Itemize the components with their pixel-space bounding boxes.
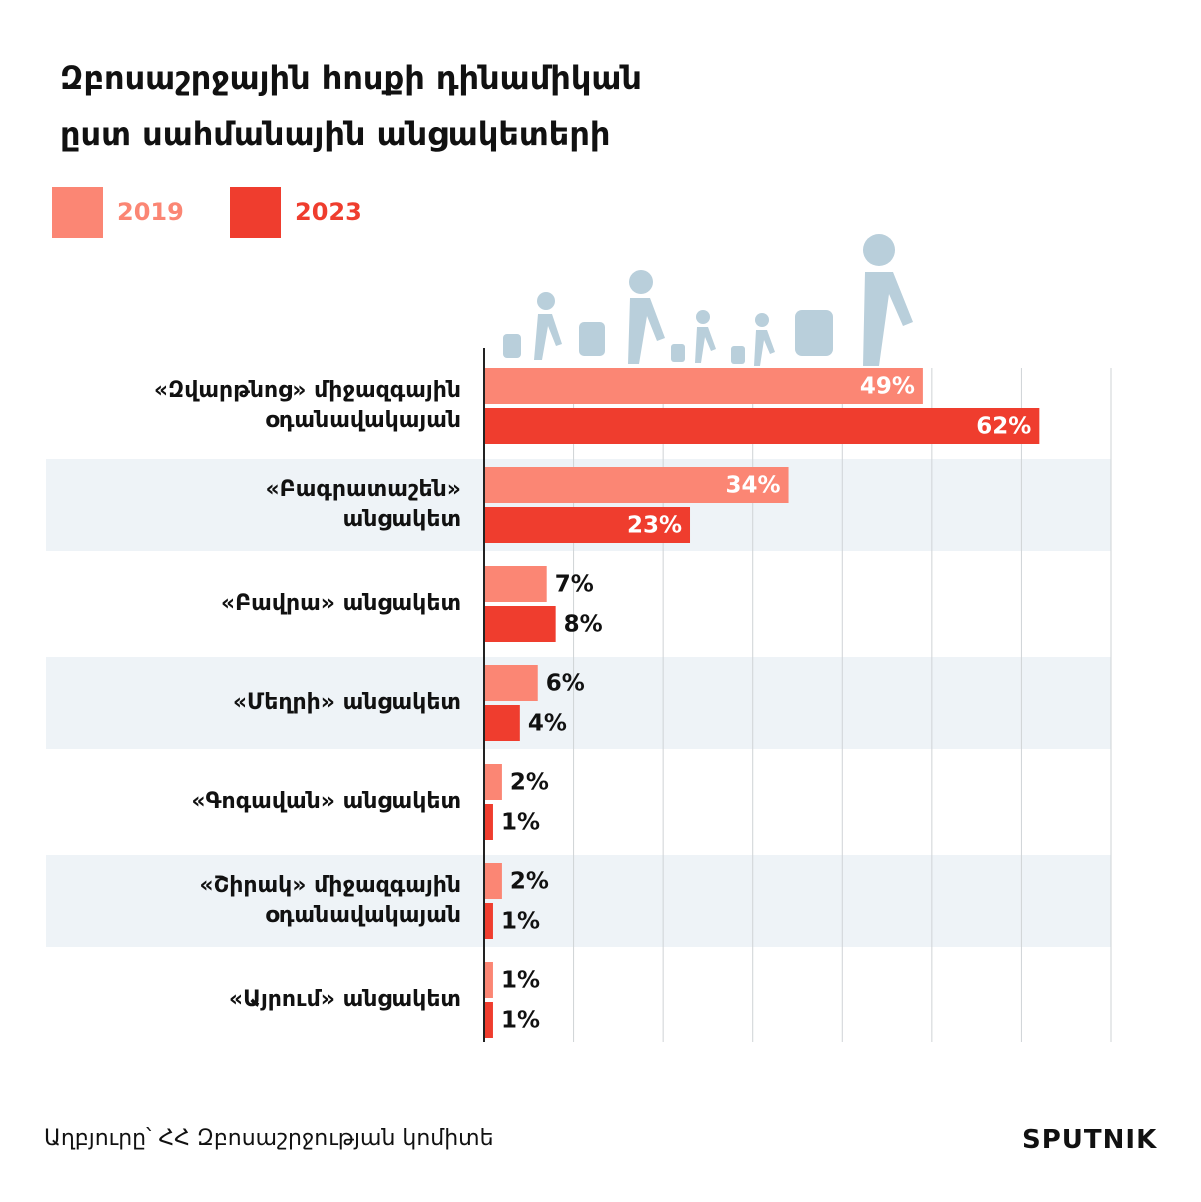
data-label: 1% [501,1008,540,1034]
data-label: 62% [976,414,1031,440]
bar [484,863,502,899]
bar [484,764,502,800]
bar [484,665,538,701]
row-band [46,855,1111,947]
legend-label: 2019 [117,198,184,226]
category-label: «Շիրակ» միջազգային օդանավակայան [199,873,461,928]
category-label: «Բավրա» անցակետ [220,591,461,616]
data-label: 8% [564,612,603,638]
data-label: 7% [555,572,594,598]
data-label: 49% [860,374,915,400]
category-label: «Զվարթնոց» միջազգային օդանավակայան [153,378,461,433]
row-band [46,657,1111,749]
data-label: 34% [725,473,780,499]
data-label: 2% [510,770,549,796]
logo: SPUTNIK [1022,1125,1158,1155]
grid [573,368,1112,1042]
bar [484,903,493,939]
data-label: 2% [510,869,549,895]
category-label: «Այրում» անցակետ [228,987,461,1012]
legend-swatch [230,187,281,238]
data-label: 23% [627,513,682,539]
source-note: Աղբյուրը՝ ՀՀ Զբոսաշրջության կոմիտե [44,1126,494,1151]
bar [484,804,493,840]
bar [484,408,1040,444]
data-label: 4% [528,711,567,737]
bar [484,962,493,998]
bar [484,566,547,602]
category-label: «Գոգավան» անցակետ [191,789,461,814]
bar [484,507,691,543]
bar [484,606,556,642]
bar [484,705,520,741]
chart-title: Զբոսաշրջային հոսքի դինամիկան ըստ սահմանա… [60,59,642,153]
data-label: 1% [501,909,540,935]
legend-label: 2023 [295,198,362,226]
bar [484,467,789,503]
data-label: 6% [546,671,585,697]
category-label: «Մեղրի» անցակետ [232,690,461,715]
data-label: 1% [501,968,540,994]
bars [484,368,1040,1038]
data-label: 1% [501,810,540,836]
bar [484,1002,493,1038]
travelers-icon [503,234,913,366]
legend-swatch [52,187,103,238]
bar [484,368,923,404]
category-label: «Բագրատաշեն» անցակետ [265,477,461,532]
